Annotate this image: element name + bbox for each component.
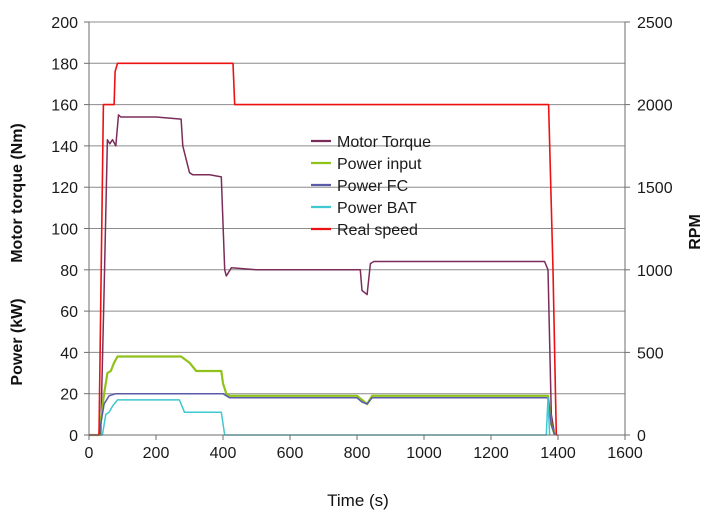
left-y-tick-label: 120 [51, 180, 78, 197]
legend-label-motor-torque: Motor Torque [337, 134, 431, 151]
x-axis-title: Time (s) [327, 491, 389, 510]
x-tick-label: 200 [143, 445, 170, 462]
right-y-tick-label: 1500 [637, 180, 673, 197]
series-line-power-bat [89, 397, 551, 436]
right-y-tick-label: 500 [637, 345, 664, 362]
x-tick-label: 1600 [607, 445, 643, 462]
right-y-tick-label: 2500 [637, 15, 673, 32]
left-y-tick-label: 200 [51, 15, 78, 32]
x-axis-ticks: 0 200 400 600 800 1000 1200 1400 1600 [85, 435, 643, 462]
left-y-axis-ticks: 0 20 40 60 80 100 120 140 160 180 200 [51, 15, 89, 445]
left-y-tick-label: 160 [51, 98, 78, 115]
x-tick-label: 1000 [406, 445, 442, 462]
right-y-axis-title: RPM [687, 214, 704, 250]
series-line-power-fc [89, 392, 556, 436]
series-line-real-speed [89, 62, 558, 436]
series-line-power-input [89, 355, 556, 437]
left-y-axis-title-power: Power (kW) [9, 298, 26, 385]
series-line-motor-torque [89, 114, 556, 436]
legend-label-real-speed: Real speed [337, 222, 418, 239]
series-lines [89, 62, 558, 437]
right-y-axis-ticks: 0 500 1000 1500 2000 2500 [625, 15, 673, 445]
legend-label-power-fc: Power FC [337, 178, 408, 195]
left-y-axis-title-torque: Motor torque (Nm) [9, 123, 26, 263]
left-y-tick-label: 60 [60, 304, 78, 321]
x-tick-label: 400 [210, 445, 237, 462]
left-y-tick-label: 180 [51, 56, 78, 73]
x-tick-label: 0 [85, 445, 94, 462]
x-tick-label: 600 [277, 445, 304, 462]
x-tick-label: 800 [344, 445, 371, 462]
left-y-tick-label: 80 [60, 263, 78, 280]
right-y-tick-label: 0 [637, 428, 646, 445]
x-tick-label: 1400 [540, 445, 576, 462]
right-y-tick-label: 1000 [637, 263, 673, 280]
gridlines [89, 21, 625, 395]
left-y-tick-label: 0 [69, 428, 78, 445]
legend: Motor Torque Power input Power FC Power BAT… [311, 134, 431, 239]
left-y-tick-label: 20 [60, 387, 78, 404]
x-tick-label: 1200 [473, 445, 509, 462]
left-y-tick-label: 100 [51, 222, 78, 239]
legend-label-power-bat: Power BAT [337, 200, 417, 217]
right-y-tick-label: 2000 [637, 98, 673, 115]
legend-label-power-input: Power input [337, 156, 422, 173]
left-y-tick-label: 140 [51, 139, 78, 156]
left-y-tick-label: 40 [60, 345, 78, 362]
